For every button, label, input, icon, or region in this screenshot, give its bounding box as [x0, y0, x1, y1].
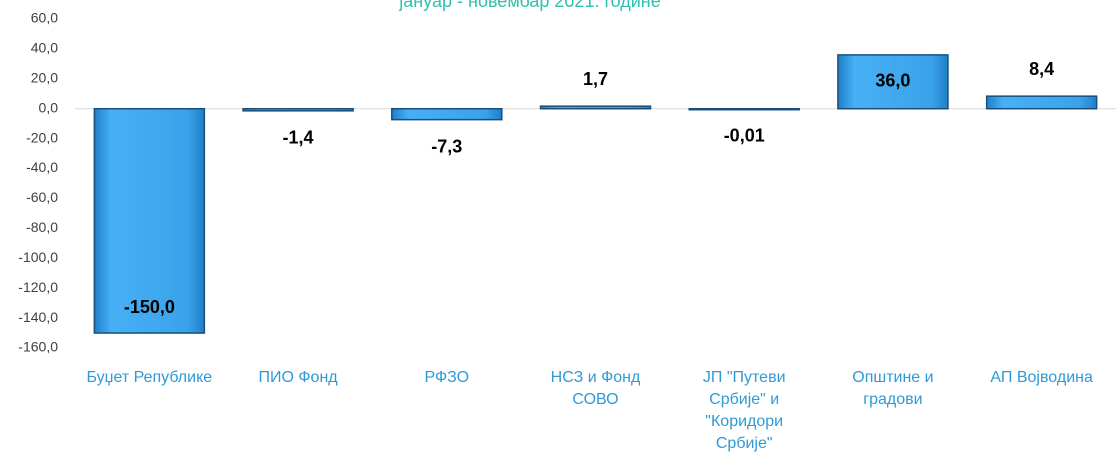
bar: [985, 95, 1098, 110]
y-tick-label: -140,0: [18, 309, 58, 325]
bar: [242, 107, 354, 112]
y-tick-label: -160,0: [18, 339, 58, 355]
x-tick-label: ЈП "Путеви Србије" и "Коридори Србије": [702, 369, 786, 452]
bar: [93, 107, 206, 334]
bar: [539, 105, 652, 110]
x-tick-label: Буџет Републике: [86, 369, 213, 386]
y-tick-label: -80,0: [26, 219, 58, 235]
y-tick-label: 0,0: [39, 99, 59, 115]
x-tick-label: АП Војводина: [990, 369, 1093, 386]
value-label: 36,0: [875, 71, 910, 91]
x-tick-label: Општине и градови: [852, 369, 934, 408]
value-label: 8,4: [1029, 59, 1054, 79]
y-tick-label: -100,0: [18, 249, 58, 265]
x-tick-label: НСЗ и Фонд СОВО: [550, 369, 641, 408]
y-tick-label: -120,0: [18, 279, 58, 295]
y-tick-label: -60,0: [26, 189, 58, 205]
x-tick-label: РФЗО: [424, 369, 470, 386]
x-tick-label: ПИО Фонд: [258, 369, 338, 386]
bar: [391, 107, 503, 121]
y-tick-label: 20,0: [31, 70, 58, 86]
bar: [688, 107, 800, 111]
value-label: -150,0: [124, 297, 175, 317]
y-tick-label: -20,0: [26, 129, 58, 145]
y-tick-label: 40,0: [31, 40, 58, 56]
value-label: -0,01: [724, 125, 765, 145]
value-label: -7,3: [431, 136, 462, 156]
chart-title: јануар - новембар 2021. године: [398, 0, 661, 11]
y-tick-label: -40,0: [26, 159, 58, 175]
y-tick-label: 60,0: [31, 10, 58, 26]
value-label: -1,4: [283, 128, 314, 148]
value-label: 1,7: [583, 69, 608, 89]
bar: [837, 54, 949, 110]
